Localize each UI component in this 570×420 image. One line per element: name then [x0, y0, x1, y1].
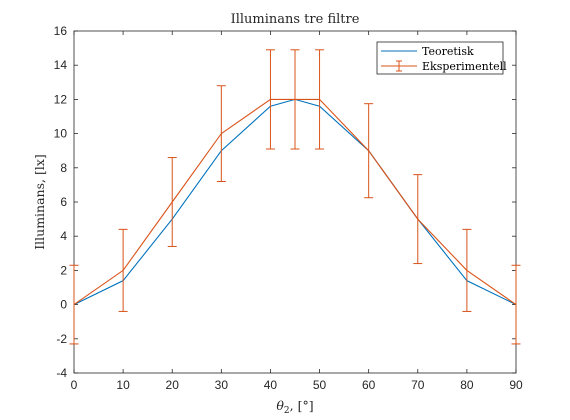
x-axis-label-base: θ [276, 398, 284, 413]
y-tick-label: -4 [56, 366, 67, 380]
y-tick-label: 4 [60, 229, 67, 243]
y-tick-label: 2 [60, 263, 67, 277]
y-tick-label: 14 [54, 58, 68, 72]
x-axis-label-sub: 2 [284, 406, 290, 416]
y-tick-label: 0 [60, 298, 67, 312]
plot-area: 0 10 20 30 40 50 60 70 80 90 -4 -2 0 2 4 6 8 10 12 14 16 Teor… [54, 24, 523, 392]
legend-label-eksperimentell: Eksperimentell [422, 60, 507, 73]
y-tick-label: -2 [56, 332, 67, 346]
x-tick-label: 10 [116, 378, 130, 392]
x-tick-label: 60 [362, 378, 376, 392]
x-tick-label: 70 [411, 378, 425, 392]
y-tick-label: 10 [54, 127, 68, 141]
x-axis-label-unit: , [°] [290, 398, 314, 413]
x-tick-label: 90 [509, 378, 523, 392]
legend-box [376, 41, 504, 75]
x-tick-label: 80 [460, 378, 474, 392]
x-tick-label: 40 [264, 378, 278, 392]
y-tick-label: 8 [60, 161, 67, 175]
y-tick-label: 16 [54, 24, 68, 38]
y-axis-label: Illuminans, [lx] [32, 154, 47, 250]
x-axis-label: θ2, [°] [276, 398, 313, 416]
y-tick-label: 6 [60, 195, 67, 209]
x-tick-label: 30 [215, 378, 229, 392]
chart-title: Illuminans tre filtre [231, 12, 360, 27]
x-tick-label: 50 [313, 378, 327, 392]
legend-label-teoretisk: Teoretisk [422, 45, 474, 58]
x-tick-label: 0 [71, 378, 78, 392]
x-tick-label: 20 [166, 378, 180, 392]
y-tick-label: 12 [54, 92, 68, 106]
